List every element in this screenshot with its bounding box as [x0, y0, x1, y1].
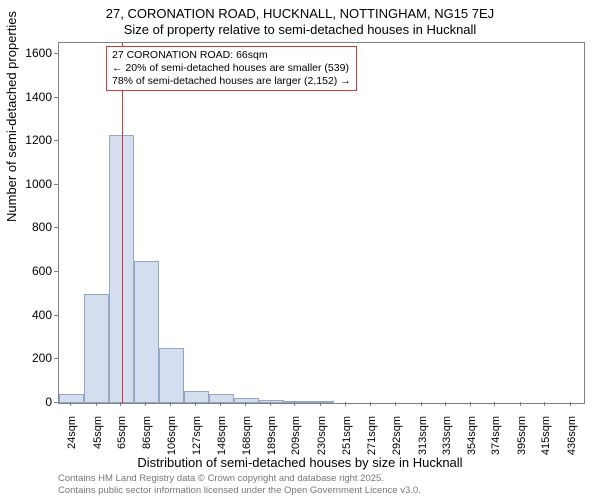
x-tick-label: 354sqm — [466, 416, 478, 466]
annotation-line3: 78% of semi-detached houses are larger (… — [112, 75, 351, 88]
chart-title-line2: Size of property relative to semi-detach… — [0, 22, 600, 37]
y-tick-label: 1000 — [12, 177, 52, 191]
x-tick — [421, 402, 422, 406]
y-tick — [54, 97, 58, 98]
plot-area — [58, 42, 585, 404]
y-tick-label: 1200 — [12, 133, 52, 147]
x-tick — [345, 402, 346, 406]
x-tick — [294, 402, 295, 406]
y-tick — [54, 53, 58, 54]
x-tick-label: 148sqm — [216, 416, 228, 466]
x-tick-label: 209sqm — [290, 416, 302, 466]
y-tick-label: 1600 — [12, 46, 52, 60]
x-tick — [544, 402, 545, 406]
x-tick-label: 313sqm — [417, 416, 429, 466]
attribution-line2: Contains public sector information licen… — [58, 485, 421, 496]
histogram-bar — [159, 348, 184, 403]
y-tick — [54, 402, 58, 403]
x-tick-label: 374sqm — [490, 416, 502, 466]
x-tick-label: 251sqm — [341, 416, 353, 466]
x-tick-label: 271sqm — [366, 416, 378, 466]
y-tick-label: 400 — [12, 308, 52, 322]
x-tick-label: 65sqm — [116, 416, 128, 466]
annotation-line1: 27 CORONATION ROAD: 66sqm — [112, 49, 351, 62]
x-tick-label: 168sqm — [241, 416, 253, 466]
y-tick-label: 600 — [12, 264, 52, 278]
x-tick-label: 292sqm — [391, 416, 403, 466]
x-tick — [570, 402, 571, 406]
histogram-bar — [234, 398, 259, 403]
x-tick — [320, 402, 321, 406]
x-tick — [195, 402, 196, 406]
x-tick-label: 45sqm — [92, 416, 104, 466]
y-tick — [54, 315, 58, 316]
histogram-bar — [134, 261, 159, 403]
histogram-bar — [59, 394, 84, 403]
annotation-line2: ← 20% of semi-detached houses are smalle… — [112, 62, 351, 75]
y-tick — [54, 358, 58, 359]
x-tick — [445, 402, 446, 406]
x-tick-label: 127sqm — [191, 416, 203, 466]
y-tick — [54, 140, 58, 141]
x-tick — [170, 402, 171, 406]
histogram-bar — [259, 400, 284, 403]
histogram-bar — [184, 391, 209, 403]
histogram-bar — [84, 294, 109, 403]
x-tick — [245, 402, 246, 406]
x-tick — [96, 402, 97, 406]
x-tick — [270, 402, 271, 406]
x-tick — [145, 402, 146, 406]
x-tick-label: 86sqm — [141, 416, 153, 466]
x-tick-label: 24sqm — [66, 416, 78, 466]
annotation-box: 27 CORONATION ROAD: 66sqm ← 20% of semi-… — [106, 46, 357, 91]
x-tick-label: 106sqm — [166, 416, 178, 466]
histogram-bar — [284, 401, 309, 403]
y-tick-label: 200 — [12, 351, 52, 365]
x-tick — [70, 402, 71, 406]
y-tick-label: 0 — [12, 395, 52, 409]
x-tick — [370, 402, 371, 406]
x-tick-label: 415sqm — [540, 416, 552, 466]
y-tick-label: 800 — [12, 220, 52, 234]
x-tick-label: 436sqm — [566, 416, 578, 466]
x-tick — [470, 402, 471, 406]
x-tick — [494, 402, 495, 406]
attribution: Contains HM Land Registry data © Crown c… — [58, 473, 421, 496]
subject-marker-line — [122, 43, 123, 403]
x-tick-label: 395sqm — [516, 416, 528, 466]
y-tick-label: 1400 — [12, 90, 52, 104]
y-tick — [54, 227, 58, 228]
x-tick — [120, 402, 121, 406]
x-tick — [220, 402, 221, 406]
x-tick — [395, 402, 396, 406]
histogram-bar — [309, 401, 334, 403]
chart-container: 27, CORONATION ROAD, HUCKNALL, NOTTINGHA… — [0, 0, 600, 500]
x-tick-label: 333sqm — [441, 416, 453, 466]
y-tick — [54, 271, 58, 272]
x-tick-label: 230sqm — [316, 416, 328, 466]
attribution-line1: Contains HM Land Registry data © Crown c… — [58, 473, 421, 484]
x-tick-label: 189sqm — [266, 416, 278, 466]
y-tick — [54, 184, 58, 185]
x-tick — [520, 402, 521, 406]
chart-title-line1: 27, CORONATION ROAD, HUCKNALL, NOTTINGHA… — [0, 6, 600, 21]
